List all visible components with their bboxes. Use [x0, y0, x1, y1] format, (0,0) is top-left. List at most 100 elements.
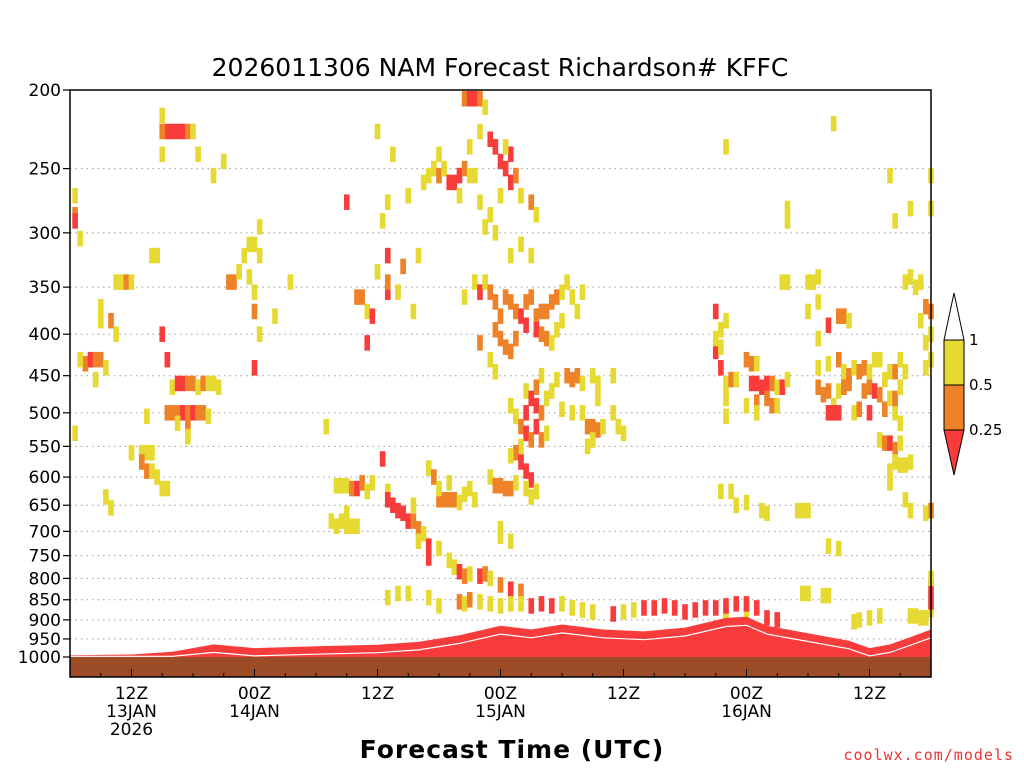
ri-cell-321	[779, 274, 786, 290]
ri-cell-371	[892, 405, 898, 421]
ri-cell-299	[723, 390, 729, 407]
y-tick-label-900: 900	[29, 611, 61, 631]
x-tick-label-6-0: 12Z	[115, 684, 148, 704]
ri-cell-45	[97, 312, 104, 329]
ri-cell-126	[410, 303, 417, 320]
legend-label-0: 1	[969, 331, 979, 349]
ri-cell-301	[712, 330, 719, 347]
ri-cell-205	[554, 322, 560, 338]
ri-cell-198	[507, 343, 514, 360]
ri-cell-250	[446, 492, 453, 508]
ri-cell-367	[887, 435, 893, 451]
ri-cell-446	[764, 610, 770, 626]
ri-cell-191	[564, 274, 570, 290]
ri-cell-127	[415, 247, 422, 264]
ri-cell-194	[579, 284, 586, 300]
ri-cell-32	[251, 303, 258, 320]
ri-cell-56	[200, 375, 207, 392]
ri-cell-139	[446, 174, 453, 191]
ri-cell-374	[892, 363, 898, 380]
ri-cell-175	[482, 274, 488, 290]
ri-cell-346	[815, 379, 822, 395]
ri-cell-89	[338, 477, 345, 494]
ri-cell-88	[333, 477, 340, 494]
ri-cell-116	[364, 335, 371, 351]
ri-cell-101	[354, 518, 360, 535]
ri-cell-201	[533, 322, 540, 338]
ri-cell-294	[718, 339, 724, 355]
ri-cell-423	[876, 608, 883, 624]
ri-cell-426	[917, 610, 924, 626]
ri-cell-464	[559, 596, 565, 612]
y-tick-label-750: 750	[29, 547, 61, 567]
ri-cell-347	[820, 386, 827, 403]
ri-cell-227	[543, 425, 550, 442]
x-tick-label-78-0: 12Z	[853, 684, 886, 704]
ri-cell-49	[164, 351, 171, 368]
ri-cell-353	[825, 405, 832, 421]
ri-cell-36	[287, 274, 294, 290]
ri-cell-82	[164, 480, 171, 497]
ri-cell-28	[251, 236, 258, 253]
ri-cell-364	[866, 405, 873, 421]
ri-cell-149	[482, 99, 488, 115]
ri-cell-58	[210, 375, 217, 392]
ri-cell-277	[595, 375, 601, 392]
legend-bin-yellow	[943, 339, 965, 386]
ri-cell-30	[256, 219, 263, 235]
ri-cell-241	[507, 480, 514, 497]
ri-cell-43	[92, 371, 99, 388]
ri-cell-285	[569, 405, 576, 421]
ri-cell-117	[369, 308, 376, 324]
ri-cell-128	[374, 123, 381, 140]
ri-cell-246	[425, 460, 432, 476]
ri-cell-50	[169, 379, 176, 395]
ri-cell-405	[784, 200, 791, 217]
ri-cell-62	[174, 405, 181, 421]
ri-cell-23	[231, 274, 237, 290]
ri-cell-112	[410, 497, 417, 513]
ri-cell-268	[487, 570, 494, 587]
ri-cell-293	[712, 343, 719, 360]
ri-cell-184	[528, 289, 535, 305]
credit-link[interactable]: coolwx.com/models	[843, 746, 1014, 764]
ri-cell-368	[892, 441, 898, 458]
ri-cell-120	[374, 263, 381, 280]
ri-cell-290	[615, 418, 622, 435]
ri-cell-51	[174, 375, 181, 392]
ri-cell-77	[138, 454, 145, 470]
ri-cell-189	[554, 289, 560, 305]
ri-cell-29	[246, 236, 253, 253]
ri-cell-440	[702, 600, 709, 616]
ri-cell-222	[518, 418, 524, 435]
ri-cell-311	[769, 375, 775, 392]
ri-cell-238	[492, 477, 499, 494]
ri-cell-324	[810, 274, 816, 290]
ri-cell-225	[533, 418, 540, 435]
ri-cell-156	[513, 167, 519, 184]
ri-cell-358	[861, 383, 868, 399]
ri-cell-87	[343, 194, 350, 210]
ri-cell-452	[651, 600, 658, 616]
ri-cell-471	[395, 585, 401, 602]
ri-cell-26	[246, 269, 253, 285]
ri-cell-377	[902, 274, 909, 290]
ri-cell-115	[364, 303, 371, 320]
ri-cell-244	[497, 528, 504, 545]
ri-cell-361	[876, 386, 883, 403]
ri-cell-279	[589, 418, 596, 435]
y-tick-label-450: 450	[29, 367, 61, 387]
ri-cell-376	[902, 363, 909, 380]
ri-cell-338	[851, 360, 857, 376]
ri-cell-295	[718, 360, 724, 376]
y-tick-label-400: 400	[29, 325, 61, 345]
ri-cell-165	[482, 219, 488, 235]
ri-cell-179	[502, 289, 509, 305]
ri-cell-84	[144, 408, 150, 425]
ri-cell-60	[164, 405, 171, 421]
x-tick-label-6-2: 2026	[110, 720, 153, 740]
x-tick-label-42-0: 00Z	[484, 684, 517, 704]
ri-cell-64	[185, 405, 191, 421]
ri-cell-74	[138, 444, 145, 461]
ri-cell-420	[851, 614, 857, 630]
